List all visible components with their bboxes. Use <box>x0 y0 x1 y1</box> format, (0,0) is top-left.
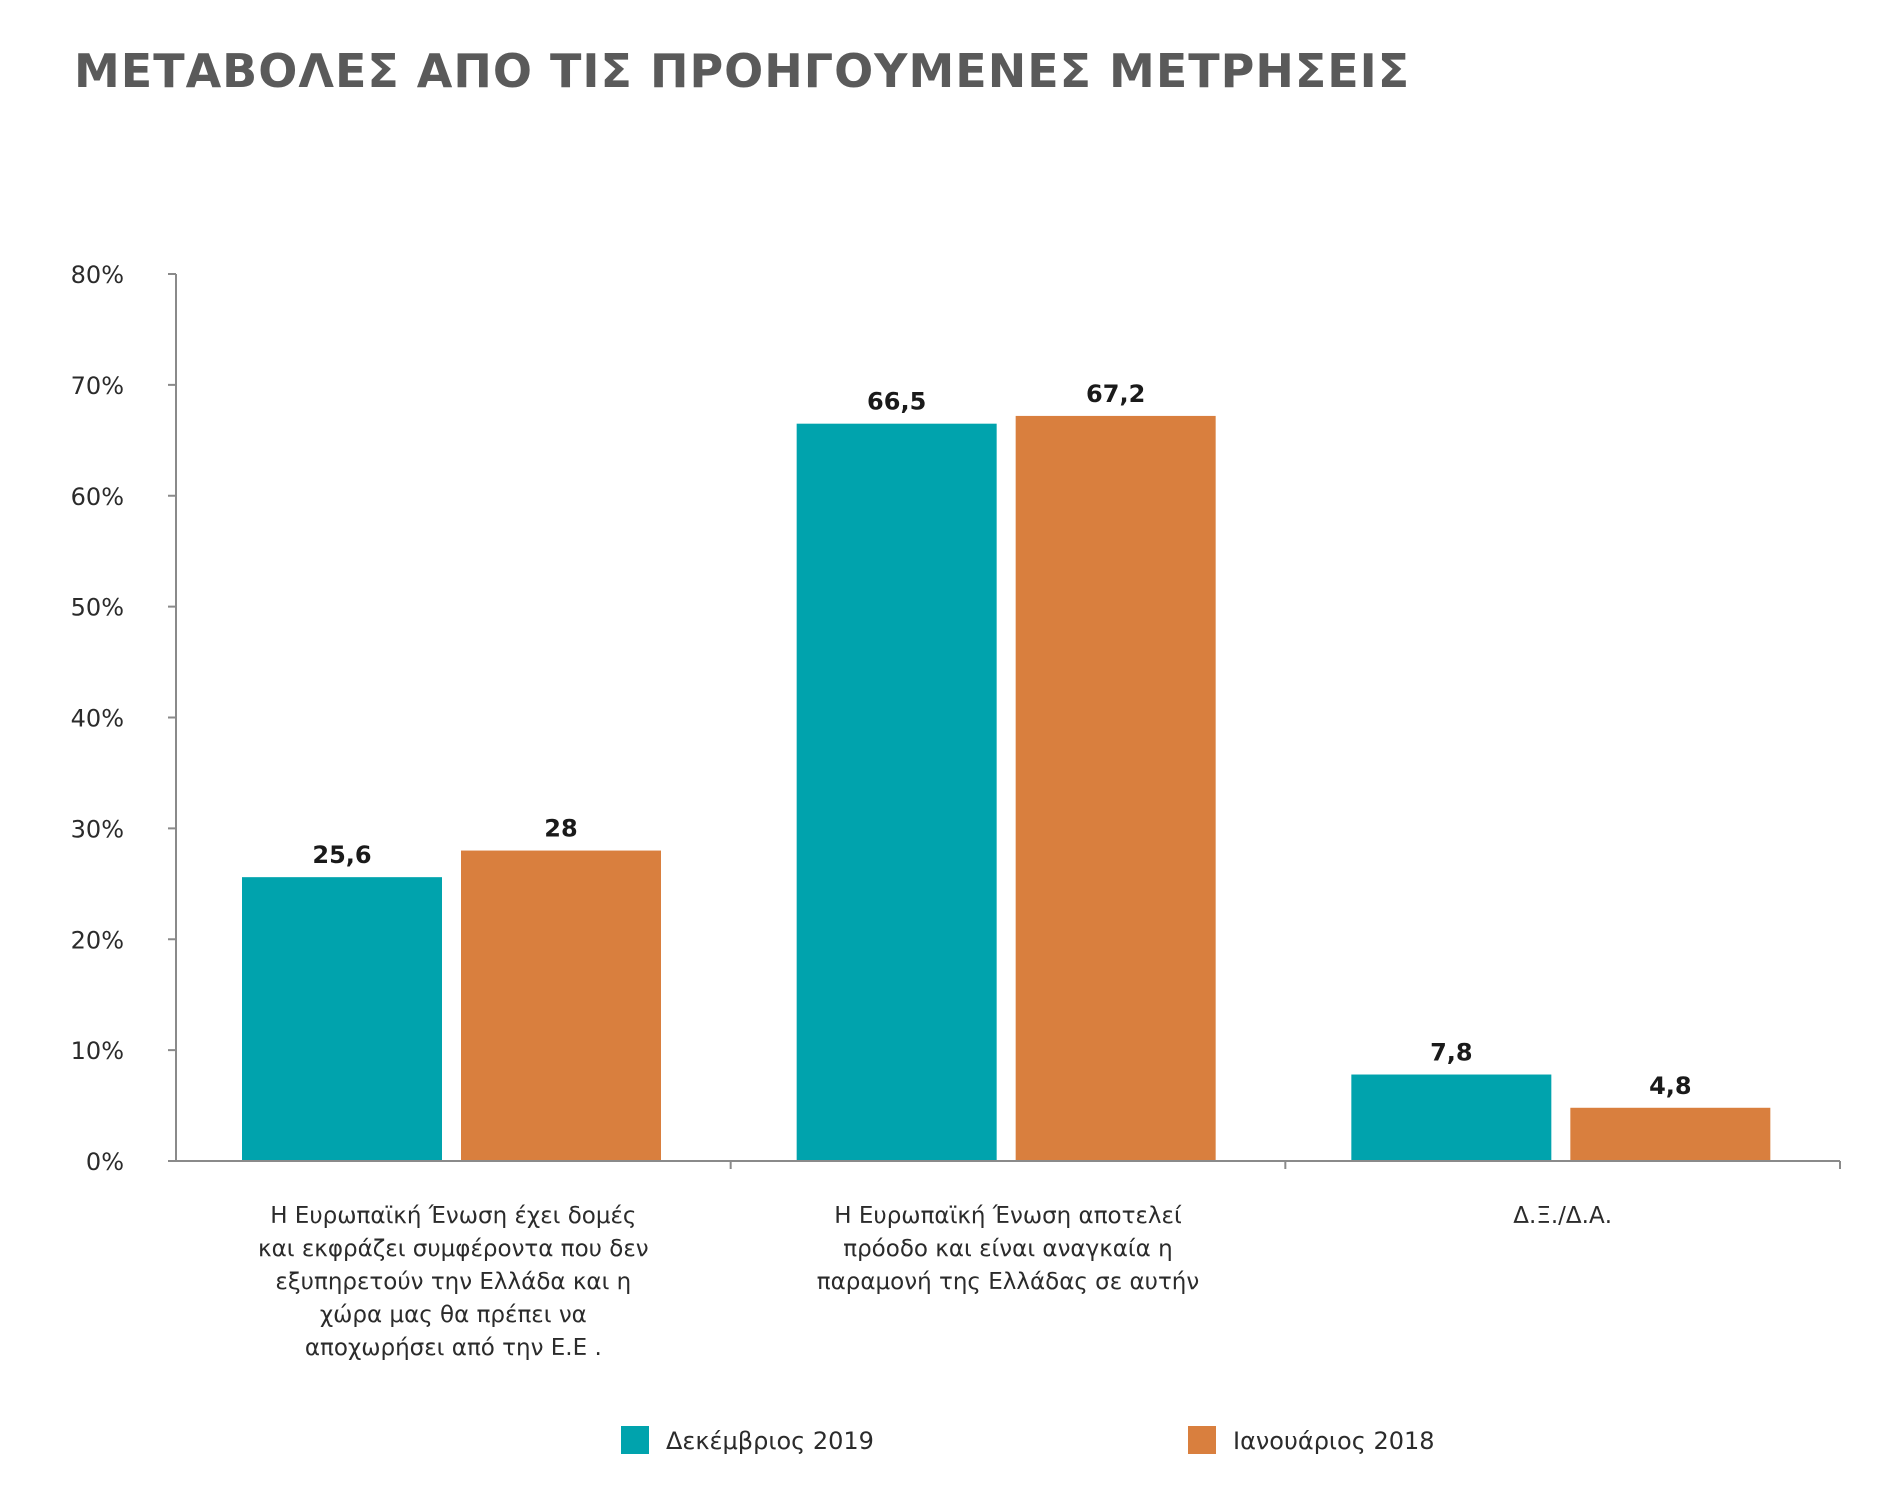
data-label: 67,2 <box>1086 380 1145 408</box>
y-tick-label: 20% <box>71 926 124 954</box>
x-category-label: αποχωρήσει από την Ε.Ε . <box>305 1335 602 1361</box>
x-category-label: Η Ευρωπαϊκή Ένωση έχει δομές <box>270 1203 636 1229</box>
legend-label: Ιανουάριος 2018 <box>1233 1427 1435 1455</box>
y-tick-label: 40% <box>71 705 124 733</box>
y-tick-label: 30% <box>71 815 124 843</box>
bar <box>1570 1107 1771 1160</box>
x-category-label: εξυπηρετούν την Ελλάδα και η <box>275 1269 631 1295</box>
y-tick-label: 50% <box>71 594 124 622</box>
data-label: 4,8 <box>1649 1072 1692 1100</box>
x-category-label: πρόοδο και είναι αναγκαία η <box>843 1236 1173 1262</box>
chart-title: ΜΕΤΑΒΟΛΕΣ ΑΠΟ ΤΙΣ ΠΡΟΗΓΟΥΜΕΝΕΣ ΜΕΤΡΗΣΕΙΣ <box>74 44 1411 98</box>
y-tick-label: 80% <box>71 261 124 289</box>
bar <box>461 850 661 1160</box>
bar <box>1351 1074 1552 1160</box>
data-label: 66,5 <box>867 388 926 416</box>
y-tick-label: 70% <box>71 372 124 400</box>
legend-label: Δεκέμβριος 2019 <box>666 1427 874 1455</box>
x-category-label: Η Ευρωπαϊκή Ένωση αποτελεί <box>834 1203 1182 1229</box>
y-tick-label: 0% <box>86 1148 124 1176</box>
x-category-label: χώρα μας θα πρέπει να <box>320 1302 587 1328</box>
x-category-label: παραμονή της Ελλάδας σε αυτήν <box>817 1269 1199 1295</box>
x-category-label: και εκφράζει συμφέροντα που δεν <box>258 1236 649 1262</box>
y-tick-label: 60% <box>71 483 124 511</box>
bar <box>242 877 442 1160</box>
legend-swatch <box>621 1426 649 1454</box>
bar <box>1015 415 1216 1160</box>
data-label: 28 <box>544 815 577 843</box>
data-label: 25,6 <box>312 841 371 869</box>
bar <box>796 423 997 1160</box>
y-tick-label: 10% <box>71 1037 124 1065</box>
legend-swatch <box>1188 1426 1216 1454</box>
data-label: 7,8 <box>1430 1039 1473 1067</box>
x-category-label: Δ.Ξ./Δ.Α. <box>1513 1203 1612 1229</box>
